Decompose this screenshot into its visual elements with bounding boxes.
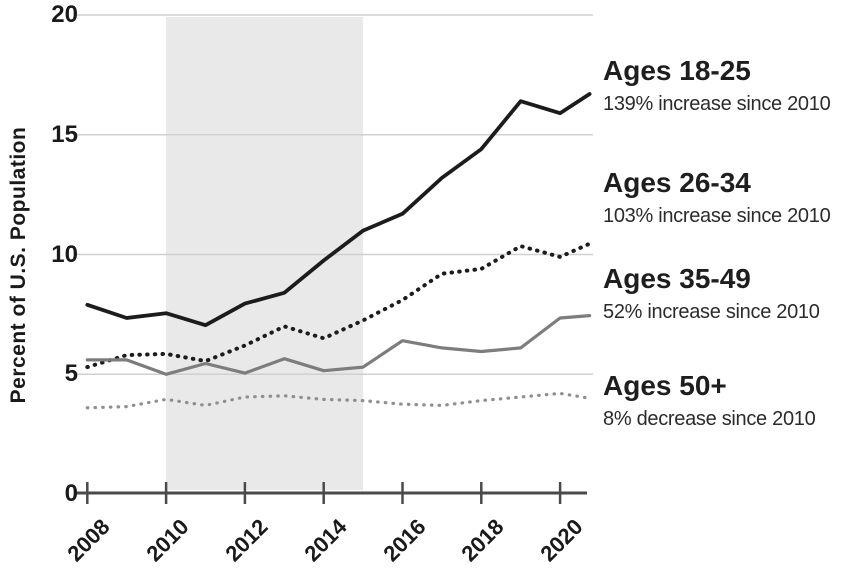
legend-title-ages-50-plus: Ages 50+ [603,370,727,401]
legend-title-ages-18-25: Ages 18-25 [603,55,751,86]
legend-entry-ages-50-plus: Ages 50+ 8% decrease since 2010 [603,370,816,431]
legend-entry-ages-18-25: Ages 18-25 139% increase since 2010 [603,55,831,116]
y-tick-label-15: 15 [51,120,78,148]
y-tick-label-20: 20 [51,1,78,28]
y-tick-label-10: 10 [51,240,78,268]
line-ages-26-34 [85,241,592,370]
legend-annotation-ages-18-25: 139% increase since 2010 [603,93,831,115]
y-tick-label-5: 5 [64,360,78,388]
y-tick-label-0: 0 [64,480,78,507]
legend-title-ages-35-49: Ages 35-49 [603,263,751,294]
line-ages-35-49 [85,314,592,376]
legend-title-ages-26-34: Ages 26-34 [603,167,751,198]
legend-annotation-ages-50-plus: 8% decrease since 2010 [603,408,816,430]
legend-entry-ages-26-34: Ages 26-34 103% increase since 2010 [603,167,831,228]
legend-entry-ages-35-49: Ages 35-49 52% increase since 2010 [603,263,820,324]
legend-annotation-ages-35-49: 52% increase since 2010 [603,301,820,323]
line-ages-18-25 [85,92,592,328]
line-ages-50- [85,391,592,410]
legend-annotation-ages-26-34: 103% increase since 2010 [603,205,831,227]
